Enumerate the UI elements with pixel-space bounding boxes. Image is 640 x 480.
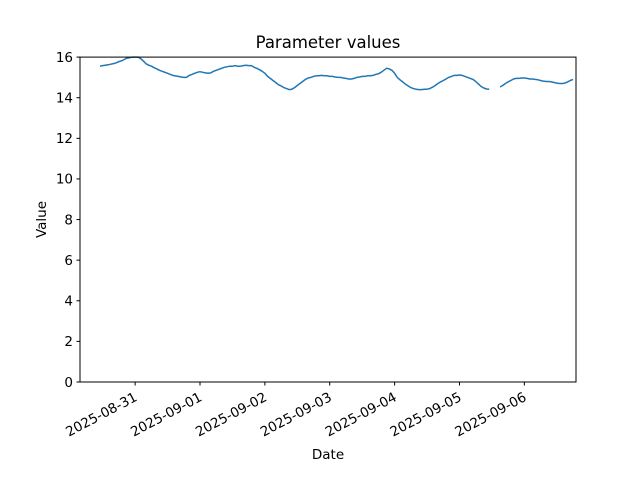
chart-title: Parameter values [256, 33, 401, 52]
x-tick-label: 2025-08-31 [63, 389, 140, 440]
y-tick-label: 4 [64, 294, 73, 310]
y-tick-label: 12 [56, 131, 73, 147]
y-tick-label: 16 [56, 50, 73, 66]
y-tick-label: 6 [64, 253, 73, 269]
x-tick-label: 2025-09-02 [193, 389, 270, 440]
parameter-line [499, 77, 574, 88]
parameter-line [99, 56, 490, 91]
axes-spines [79, 56, 577, 383]
y-tick-label: 14 [56, 91, 73, 107]
x-axis-ticks: 2025-08-312025-09-012025-09-022025-09-03… [63, 382, 529, 440]
x-tick-label: 2025-09-06 [452, 389, 529, 440]
y-axis-label: Value [34, 201, 50, 238]
y-tick-label: 0 [64, 375, 73, 391]
x-tick-label: 2025-09-01 [128, 389, 205, 440]
y-tick-label: 8 [64, 212, 73, 228]
x-tick-label: 2025-09-05 [388, 389, 465, 440]
x-axis-label: Date [312, 447, 344, 463]
x-tick-label: 2025-09-04 [323, 389, 400, 440]
x-tick-label: 2025-09-03 [258, 389, 335, 440]
y-tick-label: 10 [56, 172, 73, 188]
y-tick-label: 2 [64, 334, 73, 350]
data-series [99, 56, 574, 91]
y-axis-ticks: 0 2 4 6 8 10 12 14 16 [56, 50, 80, 391]
